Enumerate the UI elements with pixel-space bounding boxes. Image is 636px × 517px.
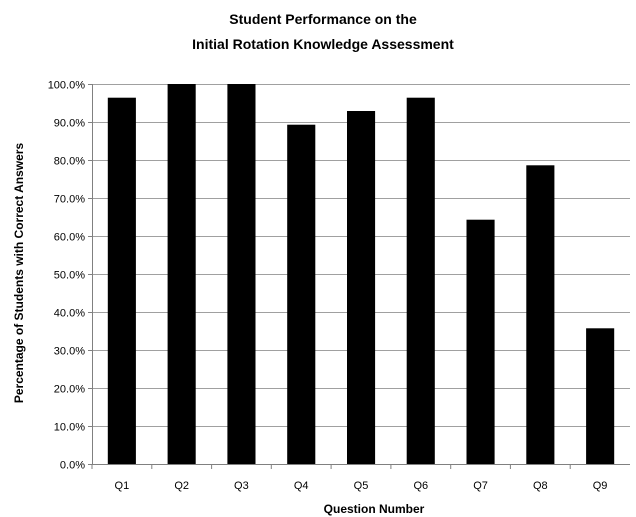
y-tick-label: 0.0% xyxy=(60,460,85,472)
y-tick-label: 100.0% xyxy=(48,80,86,92)
x-tick-label: Q5 xyxy=(354,480,369,492)
x-tick-label: Q4 xyxy=(294,480,309,492)
bar-q4 xyxy=(287,124,316,464)
y-tick-label: 30.0% xyxy=(54,346,85,358)
bar-q6 xyxy=(406,97,435,464)
x-tick-labels: Q1 Q2 Q3 Q4 Q5 Q6 Q7 Q8 Q9 xyxy=(115,480,608,492)
bar-q3 xyxy=(227,84,256,464)
bar-q1 xyxy=(107,97,136,464)
chart-title-line-2: Initial Rotation Knowledge Assessment xyxy=(192,36,454,52)
x-tick-label: Q3 xyxy=(234,480,249,492)
y-tick-label: 70.0% xyxy=(54,194,85,206)
y-tick-label: 40.0% xyxy=(54,308,85,320)
axes xyxy=(88,84,630,469)
y-tick-label: 80.0% xyxy=(54,156,85,168)
y-tick-label: 90.0% xyxy=(54,118,85,130)
y-tick-label: 20.0% xyxy=(54,384,85,396)
x-tick-label: Q2 xyxy=(174,480,189,492)
chart-title-line-1: Student Performance on the xyxy=(229,11,417,27)
y-axis-title: Percentage of Students with Correct Answ… xyxy=(12,143,26,404)
y-tick-labels: 0.0% 10.0% 20.0% 30.0% 40.0% 50.0% 60.0% 70.0% 8… xyxy=(48,80,86,472)
x-tick-label: Q9 xyxy=(593,480,608,492)
y-tick-label: 10.0% xyxy=(54,422,85,434)
x-tick-label: Q8 xyxy=(533,480,548,492)
bar-q2 xyxy=(167,84,196,464)
bar-q7 xyxy=(466,219,495,464)
x-tick-label: Q6 xyxy=(413,480,428,492)
x-tick-label: Q1 xyxy=(115,480,130,492)
y-tick-label: 50.0% xyxy=(54,270,85,282)
x-tick-label: Q7 xyxy=(473,480,488,492)
bar-q5 xyxy=(347,111,376,464)
bars xyxy=(107,84,615,465)
y-tick-label: 60.0% xyxy=(54,232,85,244)
bar-q9 xyxy=(586,328,615,464)
bar-q8 xyxy=(526,165,555,465)
x-axis-title: Question Number xyxy=(324,502,425,516)
